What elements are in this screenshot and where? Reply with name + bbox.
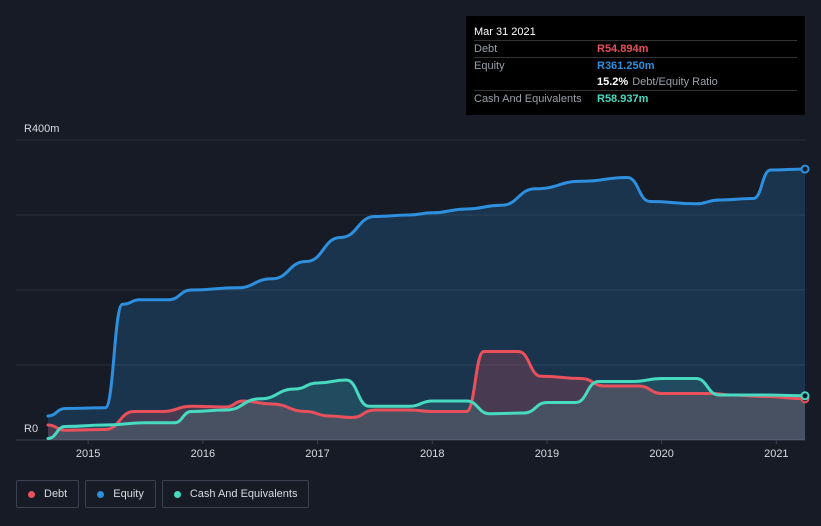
cash-dot-icon xyxy=(173,490,181,498)
tooltip-row-ratio: 15.2% Debt/Equity Ratio xyxy=(474,74,797,90)
grid-lines xyxy=(16,139,805,441)
cash-and-equivalents-end-point xyxy=(800,391,810,401)
tooltip-cash-label: Cash And Equivalents xyxy=(474,93,582,105)
tooltip-cash-value: R58.937m xyxy=(597,93,649,105)
y-axis-top-label: R400m xyxy=(24,123,59,135)
legend-label-debt: Debt xyxy=(44,488,68,500)
legend-item-equity[interactable]: Equity xyxy=(85,480,156,508)
series-lines xyxy=(46,167,807,440)
y-axis-bottom-label: R0 xyxy=(24,423,38,435)
series-areas xyxy=(48,169,805,440)
debt-line xyxy=(46,350,807,432)
x-tick-label: 2016 xyxy=(191,448,215,460)
legend-item-cash[interactable]: Cash And Equivalents xyxy=(161,480,310,508)
tooltip-equity-label: Equity xyxy=(474,60,505,72)
debt-dot-icon xyxy=(28,490,35,498)
debt-area xyxy=(48,351,805,440)
legend-label-equity: Equity xyxy=(113,488,144,500)
tooltip-equity-value: R361.250m xyxy=(597,60,655,72)
tooltip-debt-label: Debt xyxy=(474,43,498,55)
end-markers xyxy=(800,164,810,404)
x-tick-label: 2019 xyxy=(535,448,559,460)
x-tick-label: 2021 xyxy=(764,448,788,460)
equity-end-point xyxy=(800,164,810,174)
chart-legend: Debt Equity Cash And Equivalents xyxy=(16,480,310,508)
x-tick-label: 2015 xyxy=(76,448,100,460)
x-axis-ticks: 2015 2016 2017 2018 2019 2020 2021 xyxy=(76,440,789,460)
tooltip-ratio-value: 15.2% xyxy=(597,76,629,88)
tooltip-row-cash: Cash And Equivalents R58.937m xyxy=(474,90,797,107)
axes: R400m R0 xyxy=(24,123,59,435)
x-tick-label: 2020 xyxy=(649,448,673,460)
legend-item-debt[interactable]: Debt xyxy=(16,480,80,508)
tooltip-row-equity: Equity R361.250m xyxy=(474,57,797,74)
tooltip-row-debt: Debt R54.894m xyxy=(474,40,797,57)
tooltip-ratio-label: Debt/Equity Ratio xyxy=(632,76,718,88)
x-tick-label: 2018 xyxy=(420,448,444,460)
legend-label-cash: Cash And Equivalents xyxy=(189,488,298,500)
cash-and-equivalents-area xyxy=(48,378,805,440)
data-tooltip: Mar 31 2021 Debt R54.894m Equity R361.25… xyxy=(466,16,805,115)
tooltip-debt-value: R54.894m xyxy=(597,43,649,55)
tooltip-date: Mar 31 2021 xyxy=(474,26,536,38)
equity-line xyxy=(46,167,807,418)
cash-and-equivalents-line xyxy=(46,377,807,440)
equity-dot-icon xyxy=(97,490,105,498)
x-tick-label: 2017 xyxy=(305,448,329,460)
equity-area xyxy=(48,169,805,440)
